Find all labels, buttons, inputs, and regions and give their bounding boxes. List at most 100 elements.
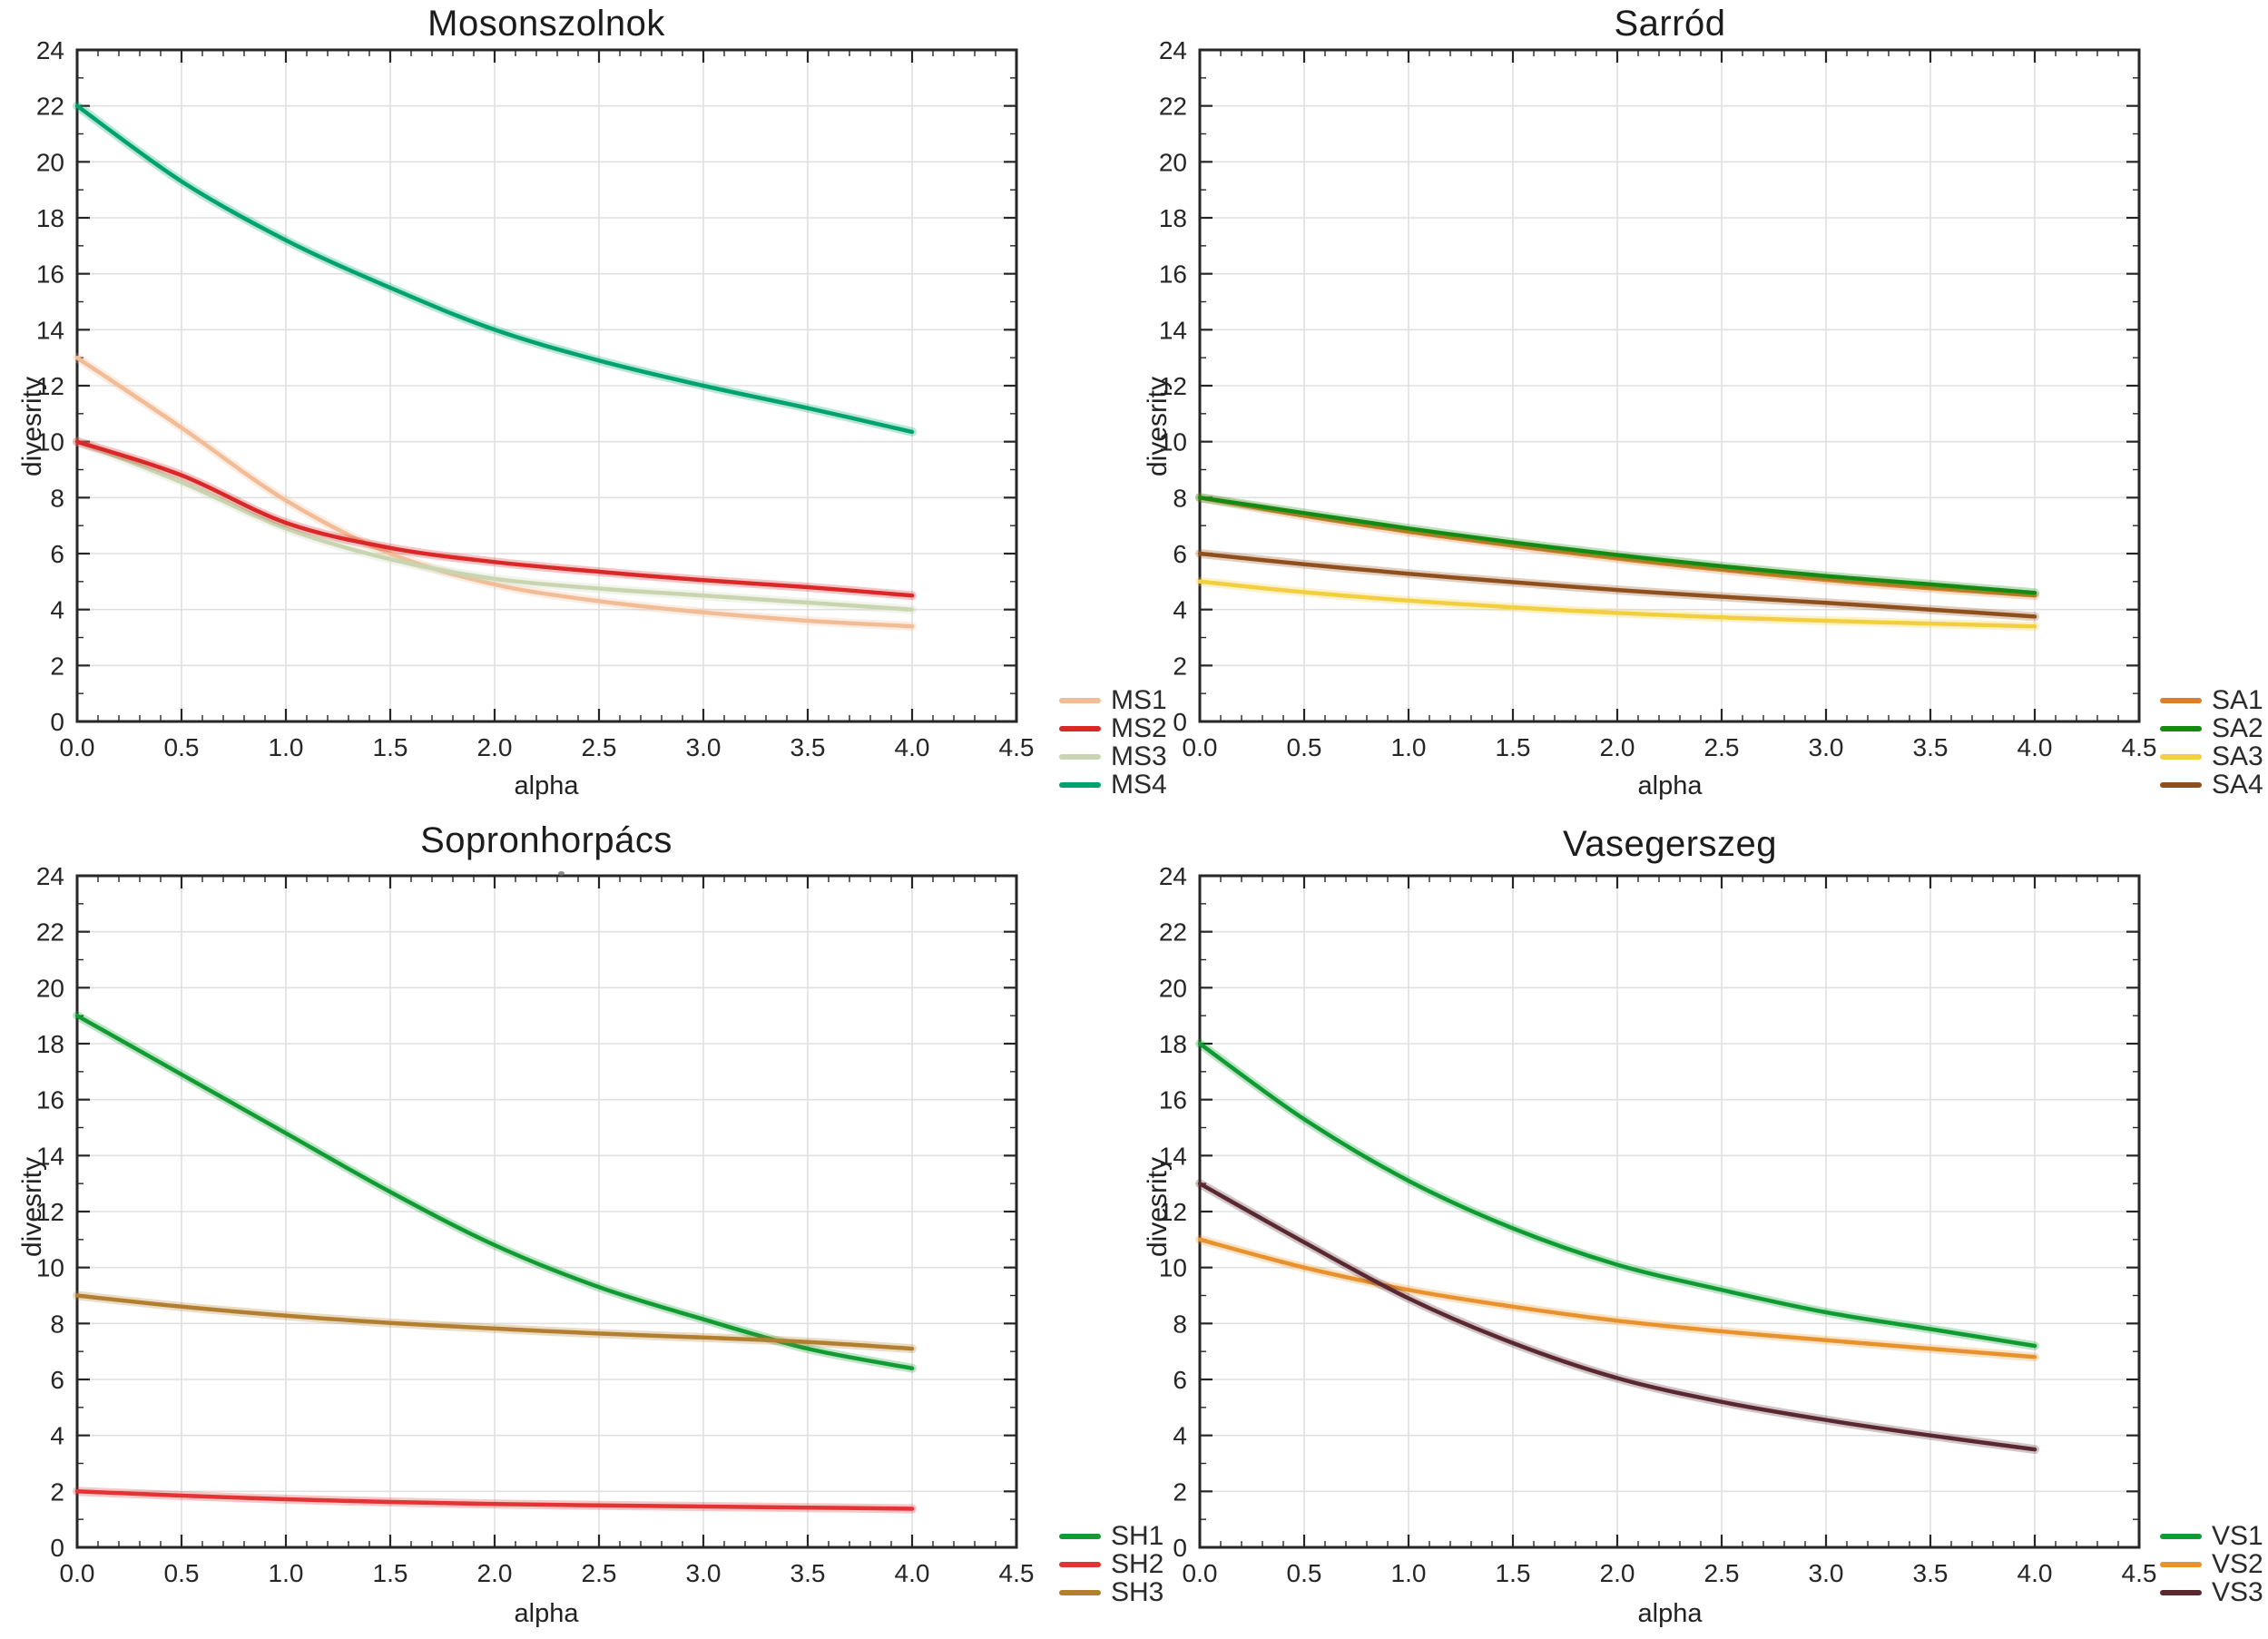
series-line-SA2 — [1197, 496, 2037, 595]
svg-text:2.5: 2.5 — [1704, 1559, 1740, 1587]
svg-text:18: 18 — [36, 204, 64, 232]
svg-text:1.0: 1.0 — [1391, 733, 1427, 761]
svg-text:4.0: 4.0 — [895, 733, 930, 761]
legend-entry: SA3 — [2160, 742, 2263, 770]
svg-text:10: 10 — [36, 1254, 64, 1282]
legend-swatch-sa2 — [2160, 725, 2202, 731]
svg-text:2.0: 2.0 — [477, 1559, 513, 1587]
svg-text:1.0: 1.0 — [1391, 1559, 1427, 1587]
legend-swatch-ms2 — [1059, 725, 1101, 731]
svg-text:6: 6 — [50, 540, 64, 568]
svg-text:0.0: 0.0 — [1183, 733, 1218, 761]
svg-text:6: 6 — [1173, 540, 1187, 568]
series-line-MS2 — [74, 439, 915, 598]
svg-text:18: 18 — [1159, 204, 1187, 232]
plot-0: 0.0 0.5 1.0 1.5 2.0 2.5 3.0 3.5 4.0 4.50246810121… — [36, 36, 1035, 761]
svg-text:0.0: 0.0 — [60, 733, 95, 761]
legend-entry: VS2 — [2160, 1550, 2263, 1578]
svg-text:8: 8 — [50, 484, 64, 512]
legend-entry: SA2 — [2160, 714, 2263, 742]
x-axis-label-mosonszolnok: alpha — [514, 771, 579, 800]
legend-entry: SH2 — [1059, 1550, 1163, 1578]
legend-label-ms1: MS1 — [1111, 685, 1167, 715]
legend-entry: MS3 — [1059, 742, 1167, 770]
svg-text:16: 16 — [1159, 260, 1187, 289]
svg-text:1.5: 1.5 — [373, 1559, 408, 1587]
svg-text:2: 2 — [50, 652, 64, 680]
svg-text:24: 24 — [36, 862, 64, 890]
svg-text:16: 16 — [36, 1086, 64, 1114]
svg-text:4.5: 4.5 — [999, 1559, 1035, 1587]
svg-text:0.0: 0.0 — [60, 1559, 95, 1587]
svg-text:22: 22 — [1159, 93, 1187, 121]
svg-text:3.5: 3.5 — [790, 1559, 826, 1587]
svg-text:0: 0 — [50, 1534, 64, 1562]
svg-text:1.0: 1.0 — [269, 733, 304, 761]
svg-text:3.0: 3.0 — [1809, 1559, 1844, 1587]
svg-text:0.5: 0.5 — [1287, 1559, 1322, 1587]
legend-mosonszolnok: MS1 MS2 MS3 MS4 — [1059, 686, 1167, 799]
svg-text:0: 0 — [1173, 708, 1187, 736]
legend-entry: SH1 — [1059, 1522, 1163, 1550]
legend-vasegerszeg: VS1 VS2 VS3 — [2160, 1522, 2263, 1606]
chart-title-sarrod: Sarród — [1614, 4, 1726, 44]
svg-text:2.0: 2.0 — [477, 733, 513, 761]
svg-text:14: 14 — [1159, 316, 1187, 344]
svg-text:2.5: 2.5 — [1704, 733, 1740, 761]
x-axis-label-vasegerszeg: alpha — [1637, 1599, 1703, 1628]
svg-text:22: 22 — [36, 93, 64, 121]
series-line-MS1 — [74, 355, 915, 629]
svg-text:4.5: 4.5 — [999, 733, 1035, 761]
series-line-VS2 — [1197, 1237, 2037, 1359]
scan-artifact-dot — [558, 871, 565, 876]
series-line-VS3 — [1197, 1181, 2037, 1452]
svg-text:2: 2 — [1173, 1477, 1187, 1506]
svg-text:20: 20 — [1159, 974, 1187, 1002]
series-line-VS1 — [1197, 1041, 2037, 1349]
svg-text:20: 20 — [36, 974, 64, 1002]
legend-label-sh1: SH1 — [1111, 1521, 1164, 1551]
svg-text:4.0: 4.0 — [895, 1559, 930, 1587]
legend-label-sa3: SA3 — [2212, 741, 2263, 771]
svg-text:12: 12 — [1159, 1198, 1187, 1226]
legend-sopronhorpacs: SH1 SH2 SH3 — [1059, 1522, 1163, 1606]
svg-text:24: 24 — [1159, 36, 1187, 64]
svg-text:0.0: 0.0 — [1183, 1559, 1218, 1587]
svg-text:6: 6 — [50, 1366, 64, 1394]
series-line-SA4 — [1197, 551, 2037, 619]
legend-label-ms3: MS3 — [1111, 741, 1167, 771]
tick-labels: 0.0 0.5 1.0 1.5 2.0 2.5 3.0 3.5 4.0 4.50246810121… — [1159, 862, 2157, 1587]
svg-text:1.5: 1.5 — [1496, 733, 1531, 761]
svg-text:6: 6 — [1173, 1366, 1187, 1394]
svg-text:22: 22 — [36, 918, 64, 947]
tick-labels: 0.0 0.5 1.0 1.5 2.0 2.5 3.0 3.5 4.0 4.50246810121… — [36, 862, 1035, 1587]
legend-swatch-vs1 — [2160, 1533, 2202, 1539]
svg-text:3.0: 3.0 — [686, 1559, 722, 1587]
svg-text:3.5: 3.5 — [1913, 733, 1949, 761]
svg-text:8: 8 — [50, 1310, 64, 1338]
legend-label-sa1: SA1 — [2212, 685, 2263, 715]
svg-text:2.5: 2.5 — [582, 1559, 617, 1587]
chart-title-vasegerszeg: Vasegerszeg — [1562, 824, 1778, 864]
svg-text:14: 14 — [36, 316, 64, 344]
svg-text:12: 12 — [1159, 372, 1187, 400]
legend-swatch-sa1 — [2160, 697, 2202, 703]
svg-text:0.5: 0.5 — [164, 733, 200, 761]
svg-text:4.5: 4.5 — [2122, 733, 2157, 761]
y-axis-label-mosonszolnok: divesrity — [17, 376, 47, 477]
x-axis-label-sopronhorpacs: alpha — [514, 1599, 579, 1628]
legend-entry: SA4 — [2160, 770, 2263, 799]
legend-entry: MS4 — [1059, 770, 1167, 799]
legend-sarrod: SA1 SA2 SA3 SA4 — [2160, 686, 2263, 799]
svg-text:16: 16 — [36, 260, 64, 289]
series-line-MS3 — [74, 439, 915, 612]
legend-swatch-vs3 — [2160, 1589, 2202, 1595]
tick-labels: 0.0 0.5 1.0 1.5 2.0 2.5 3.0 3.5 4.0 4.50246810121… — [36, 36, 1035, 761]
legend-label-sa2: SA2 — [2212, 713, 2263, 743]
legend-label-vs2: VS2 — [2212, 1549, 2263, 1579]
svg-text:24: 24 — [1159, 862, 1187, 890]
legend-entry: MS1 — [1059, 686, 1167, 714]
legend-label-vs1: VS1 — [2212, 1521, 2263, 1551]
legend-swatch-vs2 — [2160, 1561, 2202, 1567]
